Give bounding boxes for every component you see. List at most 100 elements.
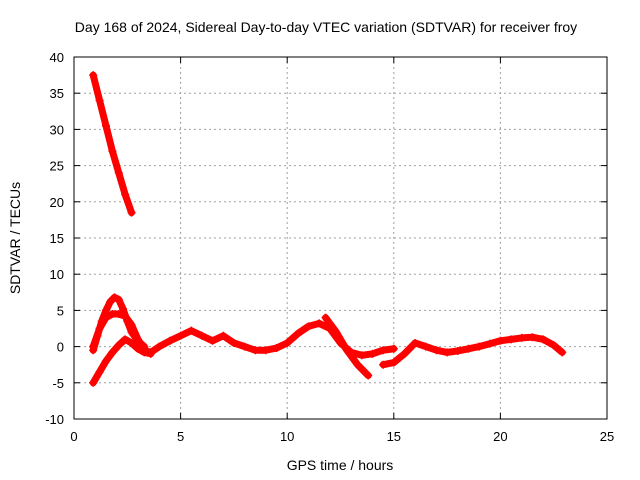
y-tick-label: -5	[52, 376, 64, 391]
data-point	[389, 358, 398, 367]
y-tick-label: 15	[50, 231, 64, 246]
data-point	[364, 371, 373, 380]
y-tick-label: 0	[57, 340, 64, 355]
data-point	[114, 310, 123, 319]
grid-lines	[74, 57, 607, 419]
x-tick-label: 10	[280, 429, 294, 444]
y-axis-ticks: -10 -5 0 5 10 15 20 25 30 35 40	[45, 50, 607, 427]
data-point	[197, 331, 206, 340]
chart-title: Day 168 of 2024, Sidereal Day-to-day VTE…	[75, 19, 577, 35]
data-point	[101, 121, 110, 130]
y-tick-label: 40	[50, 50, 64, 65]
data-point	[272, 344, 281, 353]
data-marks	[89, 71, 567, 387]
data-point	[229, 338, 238, 347]
data-point	[127, 338, 136, 347]
data-point	[89, 71, 98, 80]
data-point	[261, 346, 270, 355]
data-point	[421, 342, 430, 351]
data-point	[379, 346, 388, 355]
data-point	[140, 346, 149, 355]
data-point	[110, 293, 119, 302]
data-point	[108, 348, 117, 357]
x-tick-label: 0	[70, 429, 77, 444]
data-point	[443, 348, 452, 357]
data-point	[208, 336, 217, 345]
data-point	[114, 168, 123, 177]
data-point	[127, 208, 136, 217]
y-tick-label: 10	[50, 267, 64, 282]
x-tick-label: 15	[387, 429, 401, 444]
y-tick-label: 30	[50, 122, 64, 137]
data-point	[251, 346, 260, 355]
data-point	[240, 342, 249, 351]
data-point	[146, 348, 155, 357]
data-point	[293, 329, 302, 338]
data-point	[528, 333, 537, 342]
data-point	[342, 346, 351, 355]
data-point	[108, 147, 117, 156]
data-point	[539, 335, 548, 344]
data-point	[155, 342, 164, 351]
data-point	[219, 331, 228, 340]
data-point	[400, 349, 409, 358]
y-tick-label: 5	[57, 303, 64, 318]
data-point	[101, 313, 110, 322]
series-arc-high	[89, 71, 136, 217]
y-tick-label: 25	[50, 159, 64, 174]
series-band	[379, 333, 566, 369]
x-axis-label: GPS time / hours	[287, 457, 394, 473]
y-axis-label: SDTVAR / TECUs	[7, 182, 23, 294]
data-point	[165, 336, 174, 345]
data-point	[114, 341, 123, 350]
data-point	[558, 348, 567, 357]
data-point	[101, 306, 110, 315]
data-point	[95, 96, 104, 105]
data-point	[89, 342, 98, 351]
data-point	[432, 346, 441, 355]
y-tick-label: 20	[50, 195, 64, 210]
data-point	[379, 360, 388, 369]
data-point	[507, 335, 516, 344]
data-point	[121, 190, 130, 199]
data-point	[549, 341, 558, 350]
x-axis-ticks: 0 5 10 15 20 25	[70, 57, 614, 444]
data-point	[119, 304, 128, 313]
data-point	[187, 326, 196, 335]
data-point	[315, 319, 324, 328]
data-point	[389, 344, 398, 353]
data-point	[121, 312, 130, 321]
data-point	[95, 367, 104, 376]
data-point	[121, 335, 130, 344]
data-point	[453, 346, 462, 355]
data-point	[411, 338, 420, 347]
data-point	[517, 333, 526, 342]
data-point	[496, 336, 505, 345]
data-point	[127, 320, 136, 329]
data-point	[283, 338, 292, 347]
data-point	[353, 360, 362, 369]
data-point	[114, 295, 123, 304]
data-point	[368, 349, 377, 358]
x-tick-label: 20	[493, 429, 507, 444]
data-point	[176, 331, 185, 340]
data-point	[321, 313, 330, 322]
series-arc-dip	[321, 313, 373, 380]
data-point	[304, 322, 313, 331]
data-point	[464, 344, 473, 353]
data-point	[357, 351, 366, 360]
y-tick-label: -10	[45, 412, 64, 427]
data-point	[475, 342, 484, 351]
data-point	[485, 339, 494, 348]
data-point	[89, 378, 98, 387]
data-point	[95, 324, 104, 333]
y-tick-label: 35	[50, 86, 64, 101]
data-point	[106, 297, 115, 306]
x-tick-label: 5	[177, 429, 184, 444]
data-point	[133, 335, 142, 344]
x-tick-label: 25	[600, 429, 614, 444]
data-point	[101, 357, 110, 366]
data-point	[332, 328, 341, 337]
series-arc-late	[379, 333, 567, 369]
